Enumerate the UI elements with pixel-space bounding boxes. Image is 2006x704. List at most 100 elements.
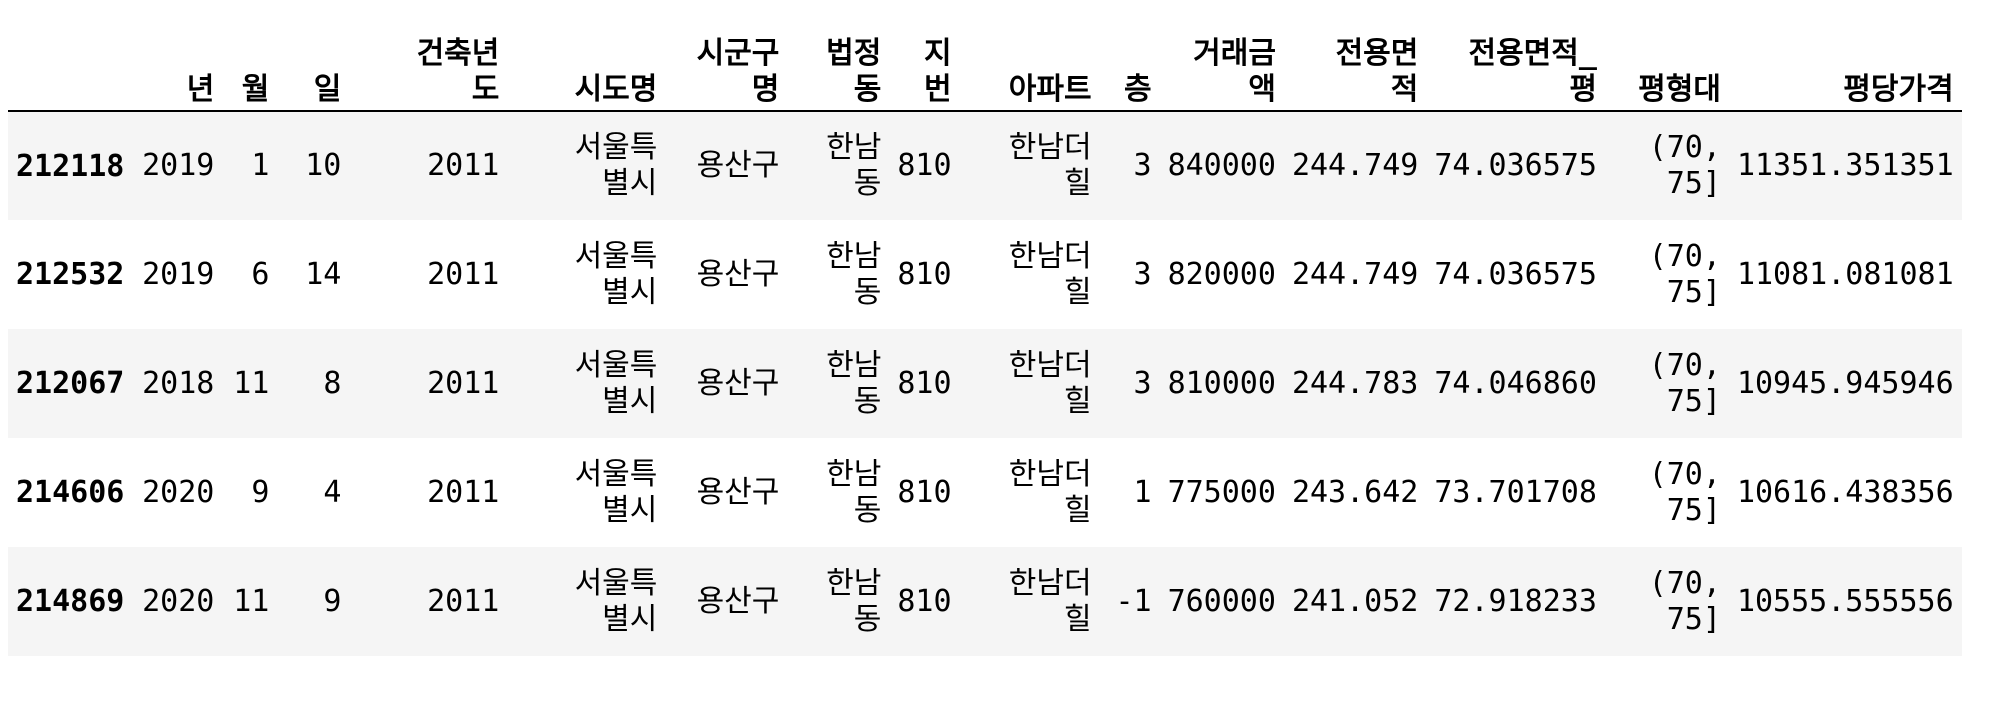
cell-sigungu: 용산구: [665, 438, 787, 547]
cell-month: 9: [222, 438, 277, 547]
cell-line: 2011: [427, 583, 500, 619]
cell-line: 4: [323, 474, 342, 510]
cell-line: 74.036575: [1434, 256, 1597, 292]
cell-line: 한남: [826, 347, 882, 383]
cell-day: 10: [277, 111, 349, 220]
cell-line: 2018: [142, 365, 215, 401]
table-row: 214869 2020 11 9 2011 서울특 별시 용산구 한남 동 810 한남더 힐 -1 760…: [8, 547, 1962, 656]
dataframe-table: 년 월 일 건축년 도 시도명 시군구 명 법정 동 지 번 아파트 층 거래금 액 전용면 적 전용면적_ 평 평형대…: [8, 36, 1962, 656]
column-header-price: 거래금 액: [1160, 36, 1284, 111]
cell-line: 별시: [602, 601, 658, 637]
cell-line: 힐: [1063, 274, 1092, 310]
cell-line: 전용면: [1335, 36, 1419, 71]
table-body: 212118 2019 1 10 2011 서울특 별시 용산구 한남 동 810 한남더 힐 3 8400…: [8, 111, 1962, 656]
cell-line: 한남더: [1008, 456, 1092, 492]
cell-line: 810: [897, 583, 952, 619]
cell-day: 14: [277, 220, 349, 329]
column-header-area: 전용면 적: [1284, 36, 1426, 111]
cell-line: 2019: [142, 148, 215, 183]
cell-line: 한남더: [1008, 565, 1092, 601]
cell-line: 평: [1569, 72, 1597, 107]
cell-day: 9: [277, 547, 349, 656]
cell-floor: 3: [1100, 329, 1160, 438]
cell-line: 10: [305, 148, 342, 183]
cell-line: 한남더: [1008, 130, 1092, 165]
cell-area-pyeong: 73.701708: [1426, 438, 1605, 547]
cell-sigungu: 용산구: [665, 329, 787, 438]
cell-line: 10616.438356: [1736, 474, 1954, 510]
cell-month: 11: [222, 329, 277, 438]
cell-line: 810: [897, 148, 952, 183]
cell-dong: 한남 동: [787, 111, 889, 220]
cell-line: 서울특: [574, 130, 658, 165]
cell-area: 241.052: [1284, 547, 1426, 656]
cell-built-year: 2011: [349, 547, 507, 656]
table-row: 212067 2018 11 8 2011 서울특 별시 용산구 한남 동 810 한남더 힐 3 8100…: [8, 329, 1962, 438]
cell-line: 힐: [1063, 383, 1092, 419]
cell-area: 244.749: [1284, 220, 1426, 329]
cell-line: 용산구: [696, 148, 780, 183]
cell-dong: 한남 동: [787, 547, 889, 656]
cell-line: 760000: [1167, 583, 1276, 619]
cell-line: 힐: [1063, 492, 1092, 528]
cell-area-pyeong: 74.036575: [1426, 220, 1605, 329]
cell-price: 775000: [1160, 438, 1284, 547]
cell-line: 별시: [602, 274, 658, 310]
cell-line: 거래금: [1193, 36, 1276, 71]
cell-line: 별시: [602, 492, 658, 528]
cell-line: 6: [251, 256, 270, 292]
column-header-pyeong-band: 평형대: [1605, 36, 1729, 111]
cell-pyeong-band: (70, 75]: [1605, 329, 1729, 438]
table-row: 214606 2020 9 4 2011 서울특 별시 용산구 한남 동 810 한남더 힐 1 77500…: [8, 438, 1962, 547]
cell-line: (70,: [1648, 456, 1721, 492]
cell-line: 74.046860: [1434, 365, 1597, 401]
cell-line: 14: [305, 256, 342, 292]
cell-line: 2011: [427, 365, 500, 401]
cell-dong: 한남 동: [787, 438, 889, 547]
cell-line: 별시: [602, 166, 658, 201]
cell-area-pyeong: 74.036575: [1426, 111, 1605, 220]
cell-floor: 3: [1100, 220, 1160, 329]
cell-line: 244.783: [1291, 365, 1419, 401]
cell-line: 힐: [1063, 601, 1092, 637]
cell-line: 한남: [826, 456, 882, 492]
cell-apt: 한남더 힐: [960, 547, 1100, 656]
cell-price: 810000: [1160, 329, 1284, 438]
column-header-sigungu: 시군구 명: [665, 36, 787, 111]
column-header-month: 월: [222, 36, 277, 111]
cell-line: 도: [471, 72, 500, 107]
cell-line: 층: [1123, 72, 1152, 107]
cell-apt: 한남더 힐: [960, 329, 1100, 438]
cell-apt: 한남더 힐: [960, 111, 1100, 220]
cell-floor: -1: [1100, 547, 1160, 656]
cell-line: 동: [853, 274, 882, 310]
row-index: 212532: [16, 257, 125, 292]
cell-line: 동: [853, 383, 882, 419]
cell-line: 건축년: [416, 36, 500, 71]
row-index: 214869: [16, 584, 125, 619]
cell-line: 75]: [1666, 492, 1721, 528]
cell-line: 11081.081081: [1736, 256, 1954, 292]
cell-built-year: 2011: [349, 220, 507, 329]
row-index: 214606: [16, 475, 125, 510]
cell-jibun: 810: [889, 438, 959, 547]
cell-line: 11: [233, 365, 270, 401]
cell-line: 한남더: [1008, 347, 1092, 383]
cell-year: 2020: [132, 438, 222, 547]
cell-price: 820000: [1160, 220, 1284, 329]
cell-line: 10945.945946: [1736, 365, 1954, 401]
column-header-dong: 법정 동: [787, 36, 889, 111]
cell-built-year: 2011: [349, 438, 507, 547]
cell-line: (70,: [1648, 347, 1721, 383]
cell-built-year: 2011: [349, 329, 507, 438]
cell-jibun: 810: [889, 111, 959, 220]
cell-line: 244.749: [1291, 256, 1419, 292]
cell-year: 2019: [132, 220, 222, 329]
cell-line: 820000: [1167, 256, 1276, 292]
cell-line: 서울특: [574, 238, 658, 274]
cell-line: 775000: [1167, 474, 1276, 510]
cell-line: 74.036575: [1434, 148, 1597, 183]
column-header-apt: 아파트: [960, 36, 1100, 111]
cell-day: 4: [277, 438, 349, 547]
